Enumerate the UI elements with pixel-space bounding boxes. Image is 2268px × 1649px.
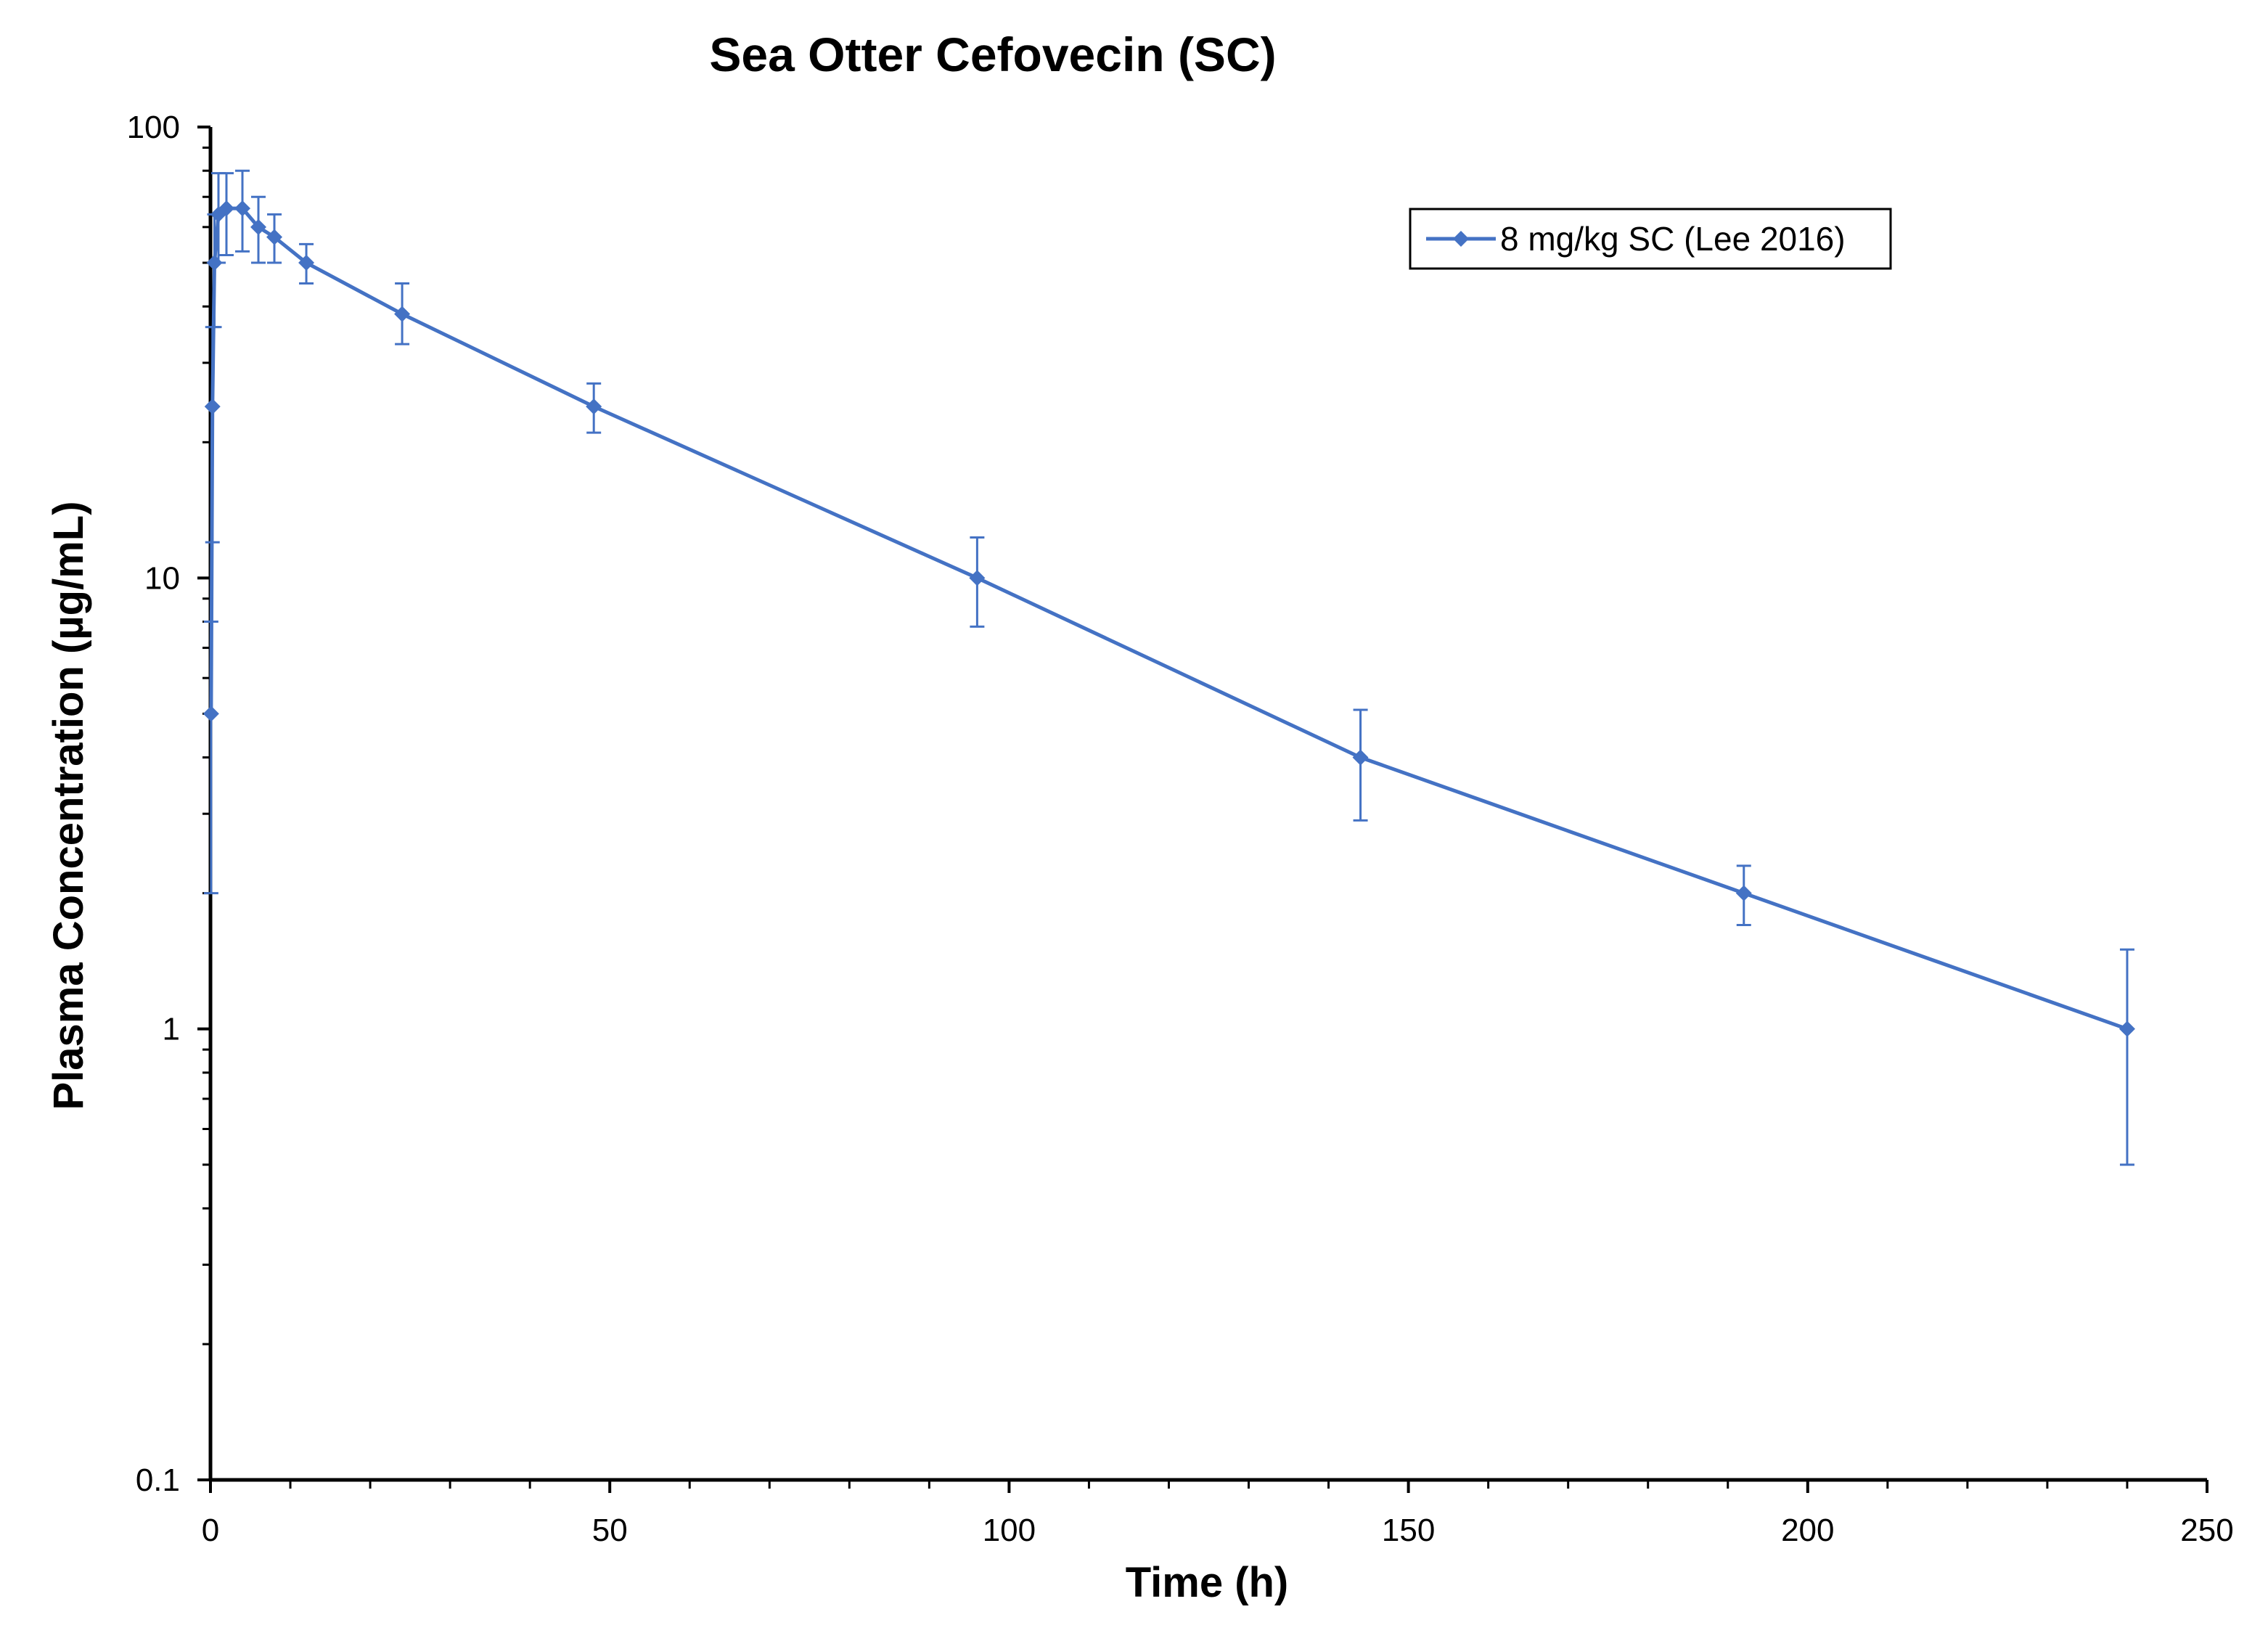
x-tick-label: 150 [1382,1513,1435,1548]
data-point [266,229,283,245]
series-line [209,206,2128,1031]
axes: 0 50 100 150 200 250 0.1 1 10 100 [127,110,2234,1548]
data-point [2118,1020,2135,1037]
data-point [1352,749,1369,766]
x-tick-label: 200 [1781,1513,1834,1548]
y-tick-label: 10 [144,560,180,596]
y-tick-label: 100 [127,110,180,145]
legend-marker [1453,231,1469,247]
x-tick-label: 50 [592,1513,628,1548]
x-axis-label: Time (h) [1126,1559,1289,1606]
legend: 8 mg/kg SC (Lee 2016) [1409,208,1892,270]
x-tick-label: 100 [983,1513,1036,1548]
data-point [586,398,602,415]
data-point [969,570,986,586]
data-point [298,255,315,271]
data-point [206,255,223,271]
data-point [394,306,411,322]
data-point [202,705,219,722]
data-point [250,218,267,235]
y-axis-label: Plasma Concentration (µg/mL) [45,501,92,1110]
series-0 [202,169,2135,1166]
chart-title: Sea Otter Cefovecin (SC) [709,28,1276,81]
y-tick-label: 1 [163,1012,180,1047]
data-point [218,200,235,217]
data-point [234,200,251,217]
series-layer [202,169,2135,1166]
y-tick-label: 0.1 [136,1462,180,1498]
data-point [204,398,221,415]
legend-label: 8 mg/kg SC (Lee 2016) [1500,220,1846,258]
data-point [1735,885,1752,901]
x-tick-label: 0 [202,1513,219,1548]
x-tick-label: 250 [2180,1513,2233,1548]
